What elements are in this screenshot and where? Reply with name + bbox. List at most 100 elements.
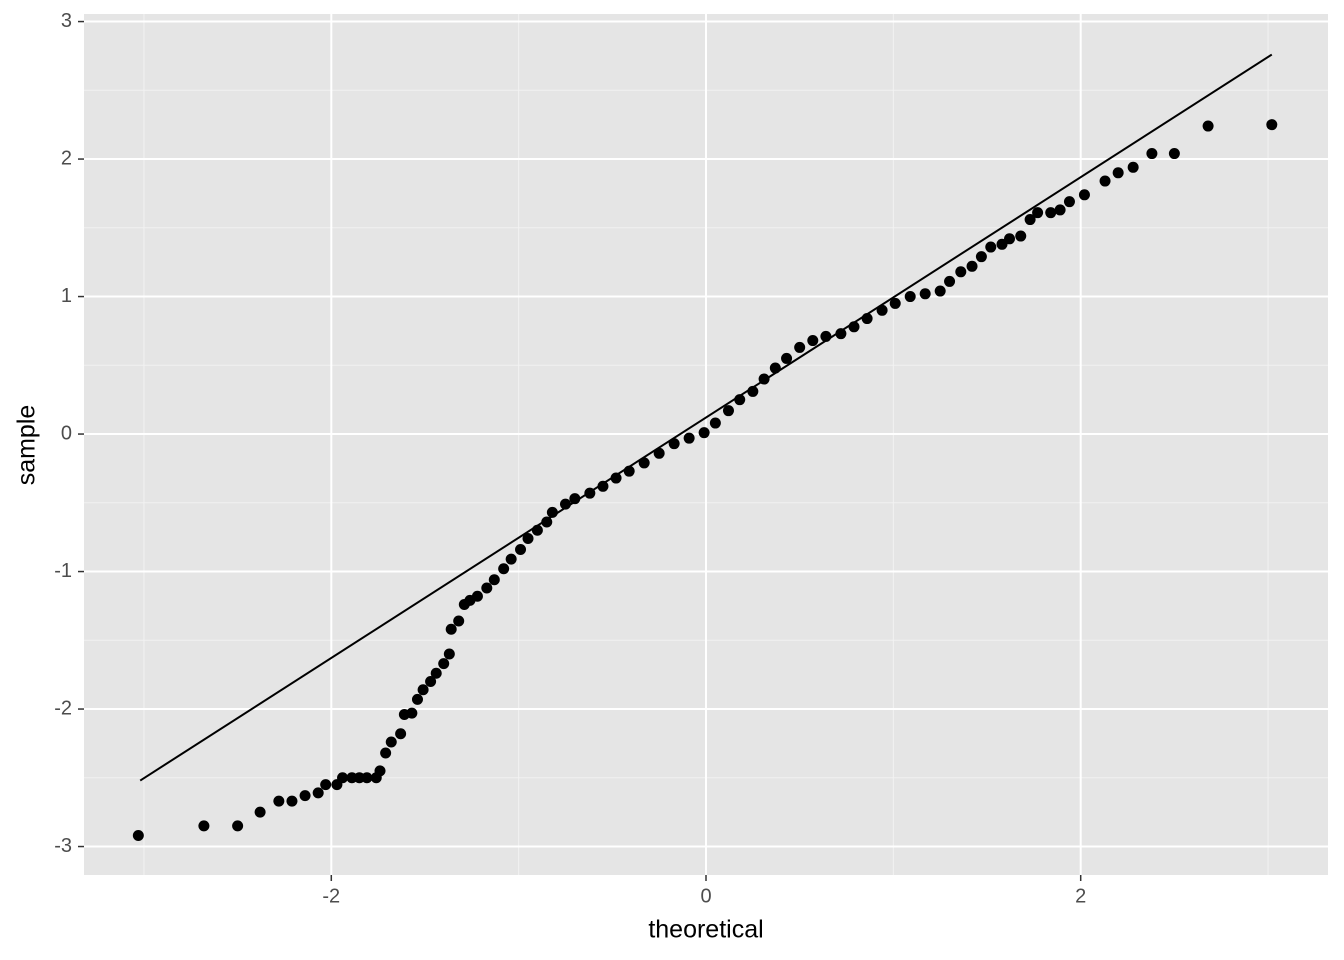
point bbox=[709, 417, 721, 429]
point bbox=[443, 648, 455, 660]
reference-line bbox=[139, 53, 1273, 782]
point bbox=[1054, 204, 1066, 216]
point bbox=[1004, 233, 1016, 245]
point bbox=[747, 385, 759, 397]
point bbox=[904, 291, 916, 303]
point bbox=[734, 394, 746, 406]
point bbox=[430, 667, 442, 679]
point bbox=[198, 820, 210, 832]
point bbox=[985, 241, 997, 253]
y-tick-label: -2 bbox=[54, 697, 72, 719]
point bbox=[1146, 148, 1158, 160]
point bbox=[374, 765, 386, 777]
point bbox=[380, 747, 392, 759]
point bbox=[132, 830, 144, 842]
point bbox=[1099, 175, 1111, 187]
grid bbox=[84, 14, 1328, 875]
y-tick-label: 2 bbox=[61, 147, 72, 169]
point bbox=[312, 787, 324, 799]
point bbox=[531, 524, 543, 536]
point bbox=[505, 553, 517, 565]
point bbox=[653, 447, 665, 459]
point bbox=[559, 498, 571, 510]
point bbox=[944, 275, 956, 287]
point bbox=[638, 457, 650, 469]
y-tick-label: 3 bbox=[61, 10, 72, 32]
point bbox=[861, 313, 873, 325]
point bbox=[361, 772, 373, 784]
point bbox=[1024, 214, 1036, 226]
point bbox=[668, 438, 680, 450]
point bbox=[320, 779, 332, 791]
point bbox=[758, 373, 770, 385]
point bbox=[919, 288, 931, 300]
point bbox=[848, 321, 860, 333]
point bbox=[471, 590, 483, 602]
point bbox=[481, 582, 493, 594]
x-tick-label: 0 bbox=[700, 885, 711, 907]
point bbox=[1202, 120, 1214, 132]
point bbox=[569, 493, 581, 505]
point bbox=[1015, 230, 1027, 242]
point bbox=[975, 251, 987, 263]
point bbox=[1078, 189, 1090, 201]
marks bbox=[132, 53, 1278, 842]
point bbox=[807, 335, 819, 347]
point bbox=[546, 506, 558, 518]
point bbox=[769, 362, 781, 374]
y-axis-title: sample bbox=[13, 405, 41, 486]
point bbox=[232, 820, 244, 832]
point bbox=[425, 676, 437, 688]
point bbox=[488, 574, 500, 586]
point bbox=[698, 427, 710, 439]
point bbox=[1168, 148, 1180, 160]
y-tick-label: 1 bbox=[61, 285, 72, 307]
point bbox=[1032, 207, 1044, 219]
point bbox=[438, 658, 450, 670]
point bbox=[498, 563, 510, 575]
point bbox=[794, 341, 806, 353]
point bbox=[1045, 207, 1057, 219]
point bbox=[722, 405, 734, 417]
point bbox=[273, 795, 285, 807]
point bbox=[889, 297, 901, 309]
point bbox=[395, 728, 407, 740]
point bbox=[453, 615, 465, 627]
point bbox=[385, 736, 397, 748]
point bbox=[1112, 167, 1124, 179]
point bbox=[683, 432, 695, 444]
point bbox=[597, 480, 609, 492]
point bbox=[515, 544, 527, 556]
point bbox=[406, 707, 418, 719]
y-tick-label: -1 bbox=[54, 560, 72, 582]
point bbox=[1127, 161, 1139, 173]
y-tick-label: 0 bbox=[61, 422, 72, 444]
point bbox=[1266, 119, 1278, 131]
point bbox=[876, 304, 888, 316]
point bbox=[610, 472, 622, 484]
point bbox=[541, 516, 553, 528]
x-tick-label: -2 bbox=[322, 885, 340, 907]
point bbox=[337, 772, 349, 784]
point bbox=[445, 623, 457, 635]
point bbox=[966, 260, 978, 272]
point bbox=[254, 806, 266, 818]
point bbox=[623, 465, 635, 477]
point bbox=[417, 684, 429, 696]
point bbox=[835, 328, 847, 340]
point bbox=[286, 795, 298, 807]
x-tick-label: 2 bbox=[1075, 885, 1086, 907]
point bbox=[955, 266, 967, 278]
point bbox=[1063, 196, 1075, 208]
point bbox=[781, 352, 793, 364]
point bbox=[584, 487, 596, 499]
y-tick-label: -3 bbox=[54, 835, 72, 857]
point bbox=[934, 285, 946, 297]
point bbox=[522, 533, 534, 545]
x-axis-title: theoretical bbox=[648, 916, 763, 944]
point bbox=[299, 790, 311, 802]
point bbox=[411, 693, 423, 705]
point bbox=[820, 330, 832, 342]
